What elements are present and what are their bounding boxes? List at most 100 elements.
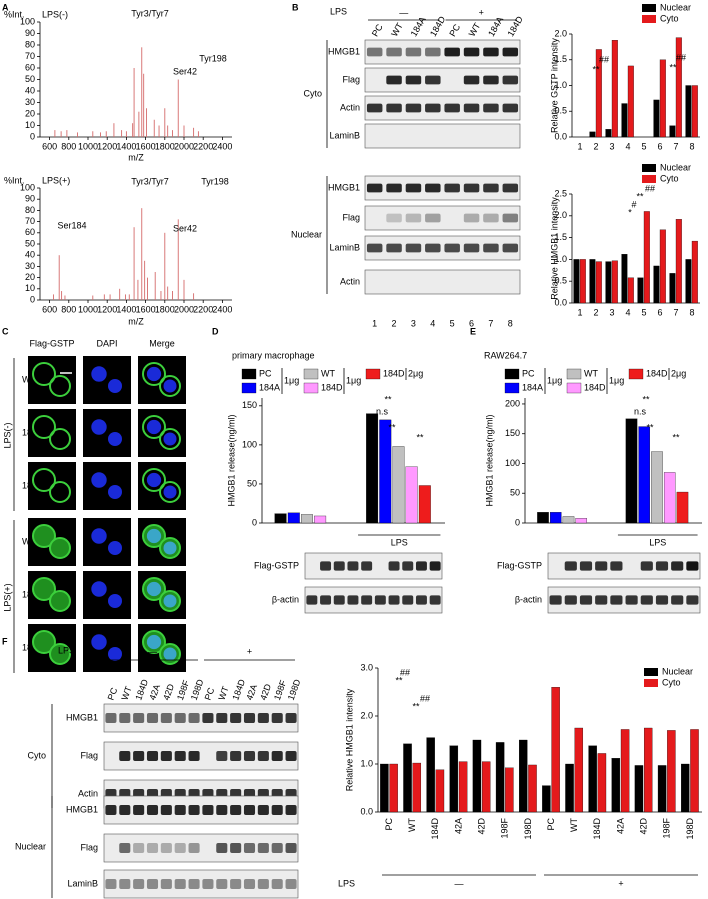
y-tick-label: 1.5 (554, 232, 567, 242)
x-tick-label: 8 (689, 141, 694, 151)
bar (691, 240, 698, 304)
bar (595, 261, 602, 304)
blot-background (364, 205, 521, 231)
blot-band (483, 213, 499, 223)
x-tick-label: 6 (657, 141, 662, 151)
significance: ** (412, 701, 420, 711)
blot-band (347, 561, 359, 571)
bar (528, 764, 537, 813)
bar (549, 512, 562, 524)
bar (634, 765, 644, 813)
peak-annotation: Tyr198 (201, 176, 229, 186)
blot-band (386, 183, 402, 193)
x-tick-label: 1400 (116, 304, 136, 314)
lane-number: 1 (372, 318, 377, 328)
cell (32, 630, 56, 654)
blot-band (174, 804, 186, 816)
legend-swatch (566, 368, 582, 380)
y-axis-label: Relative HMGB1 intensity (549, 197, 559, 300)
bar (643, 727, 653, 813)
cell (142, 415, 166, 439)
blot-band (366, 103, 383, 113)
significance: ## (599, 54, 609, 64)
blot-band (625, 595, 638, 605)
blot-band (188, 804, 200, 816)
blot-band (361, 561, 373, 571)
nucleus (108, 647, 122, 661)
legend-swatch (504, 368, 520, 380)
legend-label: 184D (383, 368, 405, 378)
blot-band (230, 804, 242, 816)
blot-row-label: Actin (78, 788, 98, 798)
y-tick-label: 150 (505, 428, 520, 438)
bar (589, 259, 596, 304)
y-tick-label: 80 (25, 205, 35, 215)
blot-band (686, 561, 699, 571)
lane-label: WT (389, 21, 405, 39)
y-tick-label: 50 (25, 238, 35, 248)
blot-band (502, 243, 519, 253)
blot-band (188, 750, 200, 762)
cell (49, 481, 71, 503)
blot-band (333, 595, 345, 605)
blot-band (386, 213, 402, 223)
blot-band (402, 595, 414, 605)
bar (681, 763, 690, 813)
blot-band (146, 804, 159, 816)
blot-band (133, 750, 145, 762)
bar (579, 259, 586, 304)
nucleus (91, 366, 107, 382)
blot-band (686, 595, 699, 605)
legend-swatch (644, 668, 658, 676)
fraction-label: Nuclear (15, 841, 46, 851)
legend-swatch (241, 382, 257, 394)
significance: ** (672, 432, 680, 442)
blot-band (425, 103, 441, 113)
blot-row-label: HMGB1 (66, 804, 98, 814)
blot-band (429, 595, 441, 605)
y-tick-label: 30 (25, 261, 35, 271)
y-tick-label: 0 (515, 517, 520, 527)
x-tick-label: 1 (577, 307, 582, 317)
legend-swatch (644, 679, 658, 687)
x-tick-label: WT (407, 818, 417, 832)
y-tick-label: 0.5 (554, 106, 567, 116)
lane-label: WT (216, 684, 230, 701)
x-tick-label: PC (546, 818, 556, 831)
lane-number: 6 (469, 318, 474, 328)
significance: ** (388, 422, 396, 432)
y-tick-label: 40 (25, 85, 35, 95)
blot-band (174, 842, 186, 854)
blot-band (405, 75, 422, 85)
x-tick-label: 2400 (212, 304, 232, 314)
blot-band (549, 595, 562, 605)
group-label: LPS(+) (2, 583, 12, 611)
blot-band (671, 595, 684, 605)
bar (685, 85, 692, 138)
blot-band (320, 595, 332, 605)
bar (669, 273, 676, 304)
panel-letter: B (292, 2, 299, 12)
stimulus-label: LPS (330, 6, 347, 16)
legend-label: Cyto (662, 677, 681, 687)
blot-band (425, 183, 441, 193)
peak-annotation: Tyr3/Tyr7 (131, 8, 169, 18)
bar (551, 687, 560, 813)
significance: ** (669, 62, 677, 72)
significance: * (628, 207, 632, 217)
lane-label: 184A (409, 15, 428, 38)
blot-band (146, 878, 159, 890)
blot-band (306, 595, 318, 605)
blot-band (216, 842, 228, 854)
significance: ** (395, 675, 403, 685)
blot-band (483, 75, 499, 85)
significance: ## (400, 667, 410, 677)
group-name: + (479, 7, 484, 17)
y-tick-label: 70 (25, 216, 35, 226)
panel-letter: C (2, 326, 9, 336)
nucleus (163, 432, 177, 446)
x-tick-label: 198D (685, 817, 695, 839)
x-axis-label: m/Z (128, 316, 144, 326)
blot-band (366, 183, 383, 193)
stimulus-label: LPS (58, 645, 75, 655)
